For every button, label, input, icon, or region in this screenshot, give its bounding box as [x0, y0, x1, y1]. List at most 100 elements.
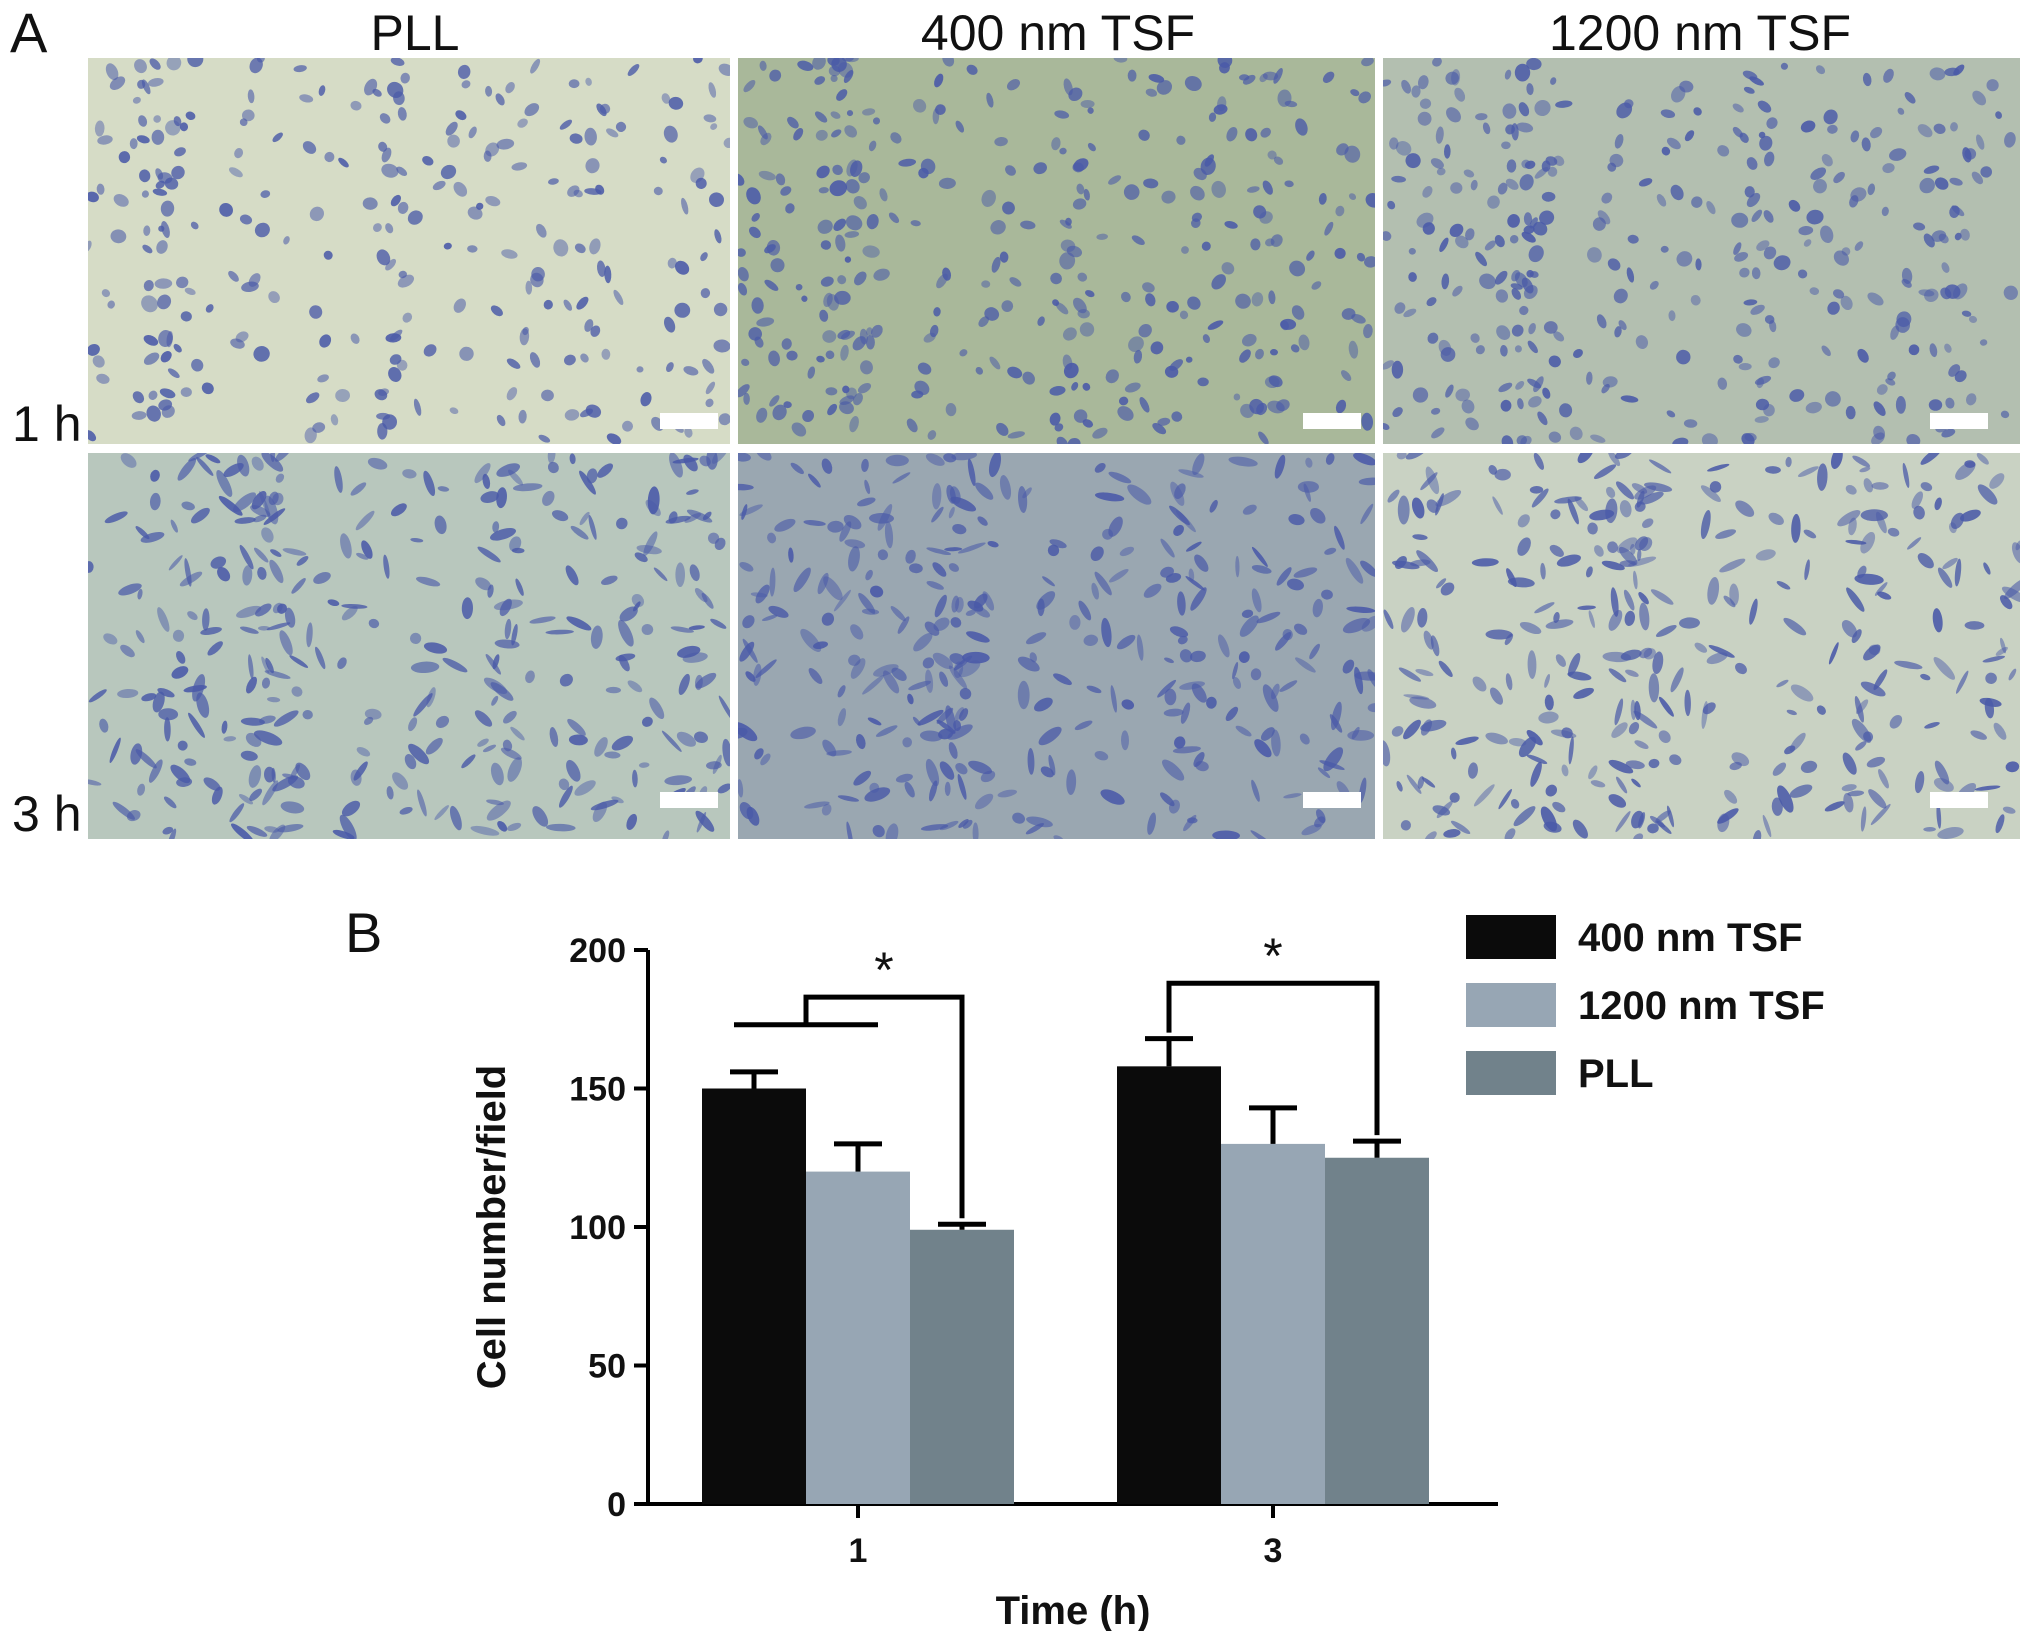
cell-blob	[1267, 400, 1285, 414]
cell-blob	[467, 245, 478, 253]
cell-blob	[948, 506, 955, 519]
cell-blob	[1506, 159, 1517, 173]
cell-blob	[1271, 729, 1281, 757]
cell-blob	[723, 137, 730, 149]
cell-blob	[176, 276, 189, 289]
cell-blob	[449, 407, 459, 415]
cell-blob	[1185, 576, 1205, 591]
cell-blob	[1497, 182, 1508, 195]
cell-blob	[1087, 142, 1096, 152]
cell-blob	[932, 562, 947, 577]
cell-blob	[1504, 633, 1514, 646]
cell-blob	[1100, 789, 1125, 805]
cell-blob	[104, 511, 128, 524]
cell-blob	[1541, 191, 1556, 202]
cell-blob	[1923, 165, 1940, 174]
cell-blob	[137, 588, 143, 600]
cell-blob	[1211, 274, 1226, 290]
cell-blob	[1920, 453, 1943, 465]
cell-blob	[800, 628, 822, 652]
cell-blob	[1676, 251, 1693, 267]
cell-blob	[844, 231, 860, 238]
cell-blob	[461, 754, 476, 769]
cell-blob	[1192, 453, 1205, 476]
cell-blob	[1251, 779, 1260, 802]
cell-blob	[965, 609, 976, 616]
cell-blob	[459, 346, 474, 361]
cell-blob	[1232, 677, 1242, 689]
cell-blob	[1639, 647, 1653, 659]
cell-blob	[1190, 185, 1205, 201]
cell-blob	[738, 173, 745, 186]
cell-blob	[1913, 505, 1925, 520]
cell-blob	[256, 58, 265, 63]
cell-blob	[140, 531, 165, 543]
cell-blob	[110, 229, 127, 244]
cell-blob	[1993, 722, 2007, 740]
cell-blob	[259, 715, 276, 724]
cell-blob	[1094, 492, 1125, 502]
cell-blob	[738, 483, 754, 491]
cell-blob	[1742, 70, 1758, 80]
cell-blob	[890, 606, 906, 622]
cell-blob	[413, 398, 422, 416]
cell-blob	[1073, 158, 1089, 172]
cell-blob	[1440, 347, 1456, 362]
cell-blob	[952, 524, 967, 535]
cell-blob	[1169, 359, 1183, 371]
cell-blob	[1358, 91, 1371, 104]
cell-blob	[1815, 65, 1826, 75]
bar	[1117, 1066, 1221, 1504]
cell-blob	[1494, 468, 1511, 481]
cell-blob	[1071, 381, 1079, 391]
cell-blob	[1523, 284, 1538, 300]
cell-blob	[1305, 457, 1313, 468]
cell-blob	[885, 823, 899, 839]
cell-blob	[461, 597, 474, 620]
cell-blob	[390, 503, 407, 517]
x-tick-label: 3	[1264, 1532, 1283, 1570]
cell-blob	[1980, 166, 1992, 178]
cell-blob	[1608, 668, 1627, 683]
cell-blob	[613, 289, 624, 305]
cell-blob	[678, 673, 690, 695]
cell-blob	[511, 623, 518, 646]
cell-blob	[207, 641, 223, 656]
cell-blob	[958, 819, 969, 828]
cell-blob	[967, 600, 984, 612]
cell-blob	[96, 183, 105, 195]
cell-blob	[758, 170, 776, 181]
cell-blob	[898, 158, 917, 167]
cell-blob	[203, 777, 221, 791]
cell-blob	[1639, 602, 1650, 631]
cell-blob	[1878, 768, 1889, 789]
scale-bar	[660, 792, 718, 808]
cell-blob	[1768, 357, 1780, 369]
cell-blob	[1983, 562, 1991, 575]
cell-blob	[1294, 623, 1308, 635]
cell-blob	[1669, 754, 1682, 766]
cell-blob	[1691, 196, 1703, 208]
y-tick-label: 0	[607, 1486, 626, 1524]
cell-blob	[275, 473, 285, 483]
cell-blob	[1668, 310, 1676, 322]
cell-blob	[1176, 135, 1186, 145]
cell-blob	[1392, 407, 1403, 418]
cell-blob	[1837, 510, 1861, 527]
cell-blob	[295, 762, 311, 781]
cell-blob	[389, 329, 403, 341]
cell-blob	[176, 651, 186, 664]
cell-blob	[826, 294, 839, 311]
cell-blob	[559, 673, 573, 687]
cell-blob	[1169, 626, 1189, 638]
cell-blob	[627, 64, 640, 76]
cell-blob	[700, 288, 711, 299]
cell-blob	[683, 366, 699, 376]
cell-blob	[861, 458, 869, 472]
cell-blob	[1614, 326, 1622, 338]
cell-blob	[486, 799, 504, 806]
cell-blob	[482, 744, 497, 753]
cell-blob	[829, 180, 848, 197]
cell-blob	[1860, 681, 1886, 697]
cell-blob	[1319, 760, 1345, 771]
